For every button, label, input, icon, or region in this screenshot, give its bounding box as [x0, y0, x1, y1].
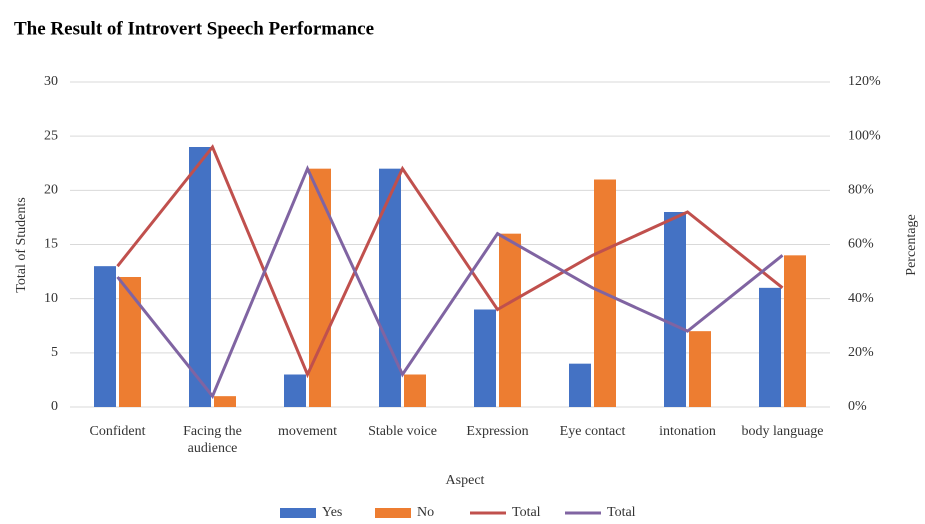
x-tick-label: body language	[741, 424, 824, 439]
y-tick-label: 15	[44, 237, 58, 252]
x-tick-label: intonation	[659, 424, 716, 439]
y2-tick-label: 0%	[848, 399, 867, 414]
legend-label: Total	[512, 505, 541, 520]
legend-label: Total	[607, 505, 636, 520]
y-tick-label: 0	[51, 399, 58, 414]
bar	[119, 277, 141, 407]
x-tick-label: movement	[277, 424, 338, 439]
x-axis-title: Aspect	[446, 473, 485, 488]
bar	[759, 287, 781, 407]
legend-label: No	[417, 505, 434, 520]
legend-swatch	[280, 508, 316, 518]
y-tick-label: 20	[44, 183, 58, 198]
legend-label: Yes	[322, 505, 342, 520]
y2-axis-title: Percentage	[904, 214, 919, 275]
chart-title: The Result of Introvert Speech Performan…	[14, 18, 374, 39]
y2-tick-label: 80%	[848, 183, 874, 198]
bar	[284, 374, 306, 407]
y-tick-label: 30	[44, 74, 58, 89]
bar	[309, 168, 331, 407]
bar	[379, 168, 401, 407]
y2-tick-label: 20%	[848, 345, 874, 360]
bar	[214, 396, 236, 407]
bar	[499, 233, 521, 407]
y2-tick-label: 120%	[848, 74, 881, 89]
bar	[94, 266, 116, 407]
y2-tick-label: 60%	[848, 237, 874, 252]
bar	[689, 331, 711, 407]
bar	[664, 212, 686, 407]
bar	[404, 374, 426, 407]
y-tick-label: 10	[44, 291, 58, 306]
line-series	[116, 144, 784, 379]
x-tick-label: Expression	[466, 424, 529, 439]
y-tick-label: 25	[44, 128, 58, 143]
bar	[474, 309, 496, 407]
y2-tick-label: 100%	[848, 128, 881, 143]
line-series	[116, 164, 784, 400]
y-axis-title: Total of Students	[14, 197, 29, 292]
x-tick-label: Eye contact	[559, 424, 626, 439]
bar	[784, 255, 806, 407]
bar	[189, 147, 211, 407]
x-tick-label: Stable voice	[368, 424, 437, 439]
x-tick-label: Facing the audience	[183, 424, 242, 456]
y-tick-label: 5	[51, 345, 58, 360]
bar	[569, 363, 591, 407]
x-tick-label: Confident	[89, 424, 146, 439]
y2-tick-label: 40%	[848, 291, 874, 306]
legend-swatch	[375, 508, 411, 518]
